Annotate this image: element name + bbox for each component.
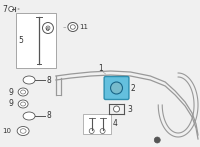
Circle shape: [154, 137, 160, 143]
Text: 9: 9: [8, 87, 13, 96]
Circle shape: [46, 26, 50, 30]
Ellipse shape: [18, 88, 28, 96]
Text: 7: 7: [3, 5, 8, 14]
Circle shape: [89, 128, 94, 133]
Ellipse shape: [18, 100, 28, 108]
Circle shape: [100, 128, 105, 133]
Text: 8: 8: [47, 76, 52, 85]
Ellipse shape: [23, 76, 35, 84]
Text: 3: 3: [127, 105, 132, 113]
Bar: [83, 114, 111, 134]
Ellipse shape: [23, 112, 35, 120]
Bar: [16, 13, 56, 68]
Text: 10: 10: [2, 128, 11, 134]
Text: 9: 9: [8, 100, 13, 108]
Text: 8: 8: [47, 112, 52, 121]
Text: 11: 11: [79, 24, 88, 30]
Ellipse shape: [21, 102, 26, 106]
Text: 1: 1: [98, 64, 103, 72]
Text: 4: 4: [113, 120, 117, 128]
Circle shape: [114, 106, 120, 112]
FancyBboxPatch shape: [104, 76, 129, 100]
Text: 2: 2: [130, 83, 135, 92]
Circle shape: [42, 22, 53, 34]
Circle shape: [9, 6, 14, 11]
Ellipse shape: [17, 127, 29, 136]
Circle shape: [111, 82, 122, 94]
Text: 5: 5: [18, 36, 23, 45]
Ellipse shape: [68, 22, 78, 31]
Text: 6: 6: [45, 26, 49, 31]
Ellipse shape: [70, 25, 75, 29]
Ellipse shape: [20, 129, 26, 133]
Ellipse shape: [21, 90, 26, 94]
